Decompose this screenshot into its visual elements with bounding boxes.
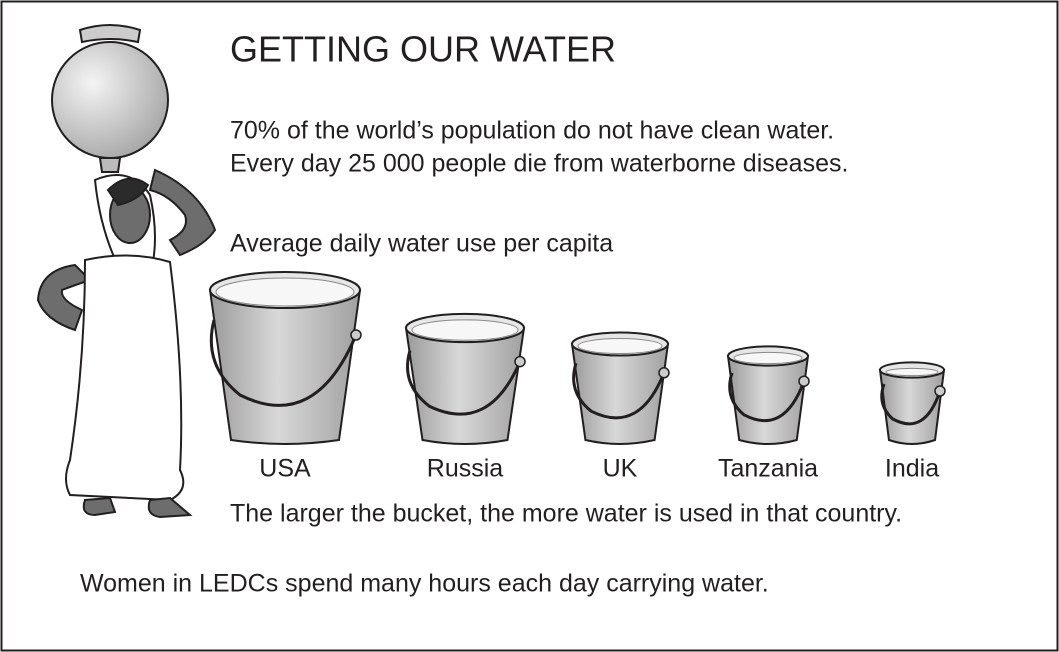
country-label: Russia (427, 455, 504, 483)
page: GETTING OUR WATER 70% of the world’s pop… (0, 0, 1059, 652)
country-label: UK (603, 455, 638, 483)
bucket-lug (799, 376, 809, 386)
bucket-water (412, 320, 518, 340)
woman-illustration (38, 25, 215, 517)
country-label: India (885, 455, 939, 483)
bucket-lug (659, 368, 669, 378)
bucket (728, 346, 809, 444)
bucket-body (210, 290, 360, 444)
bucket-lug (515, 357, 525, 367)
footer: Women in LEDCs spend many hours each day… (80, 570, 769, 598)
bucket-water (216, 278, 354, 306)
bucket-lug (935, 386, 945, 396)
bucket-water (578, 338, 662, 353)
bucket (572, 332, 669, 444)
fact: Every day 25 000 people die from waterbo… (230, 150, 848, 178)
buckets: USA Russia UK Tanzania India (210, 272, 945, 483)
bucket-water (886, 368, 938, 375)
country-label: Tanzania (718, 455, 818, 483)
bucket (406, 314, 525, 444)
bucket (210, 272, 361, 444)
fact: 70% of the world’s population do not hav… (230, 117, 834, 145)
figure-title: Average daily water use per capita (230, 230, 613, 258)
caption: The larger the bucket, the more water is… (230, 500, 902, 528)
bucket-lug (351, 330, 361, 340)
country-label: USA (259, 455, 311, 483)
bucket-water (734, 352, 802, 363)
title: GETTING OUR WATER (230, 29, 616, 70)
bucket (880, 362, 945, 444)
